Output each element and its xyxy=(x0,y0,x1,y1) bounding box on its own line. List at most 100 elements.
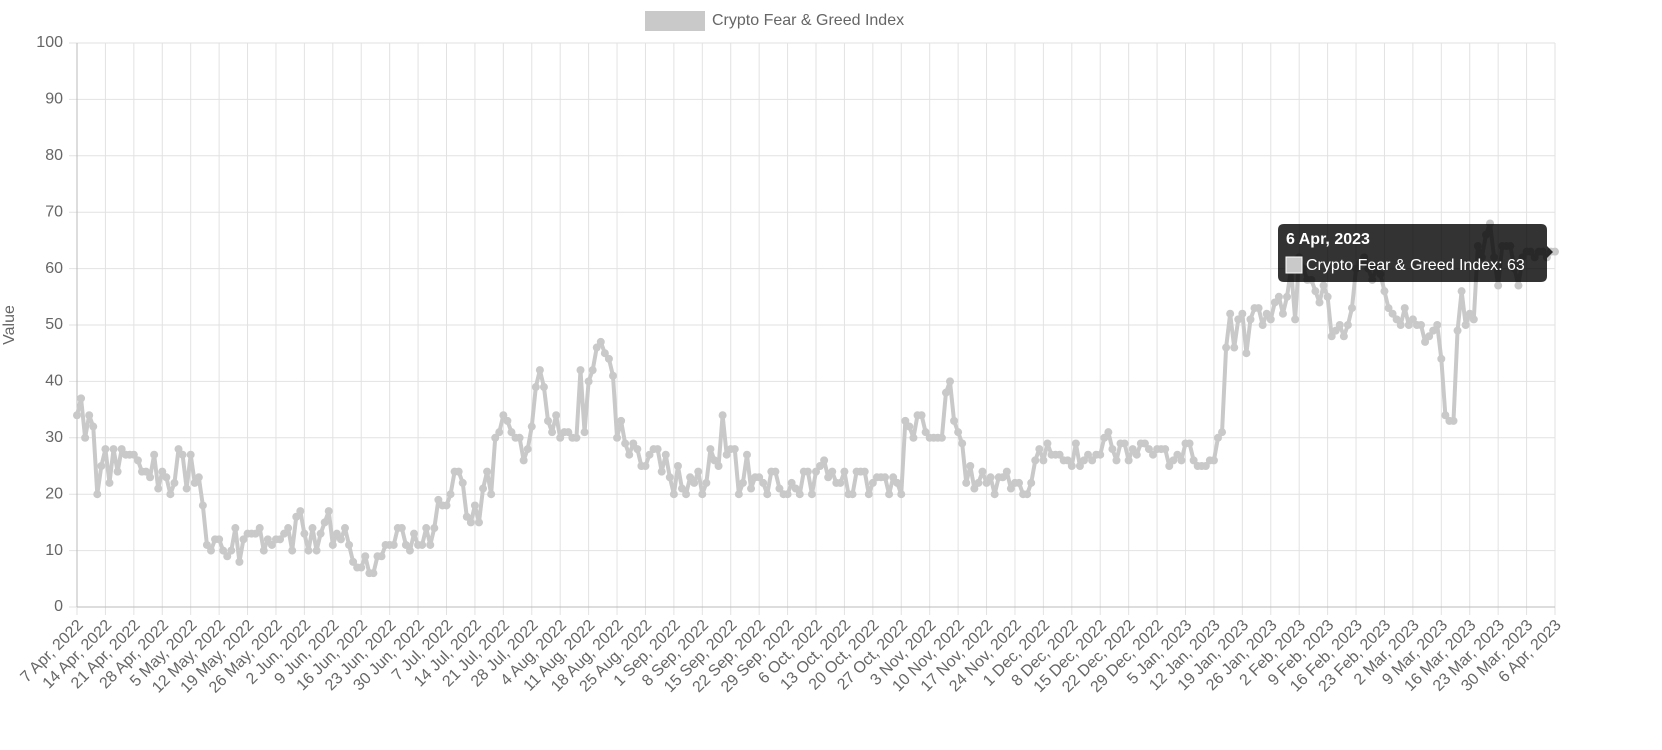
data-point xyxy=(982,478,991,487)
data-point xyxy=(1234,315,1243,324)
data-point xyxy=(154,484,163,493)
data-point xyxy=(202,540,211,549)
data-point xyxy=(142,467,151,476)
data-point xyxy=(158,467,167,476)
data-point xyxy=(1270,298,1279,307)
data-point xyxy=(1096,450,1105,459)
data-point xyxy=(1437,354,1446,363)
data-point xyxy=(1494,281,1503,290)
data-point xyxy=(1339,332,1348,341)
data-point xyxy=(85,411,94,420)
data-point xyxy=(345,540,354,549)
data-point xyxy=(93,490,102,499)
data-point xyxy=(548,428,557,437)
data-point xyxy=(308,524,317,533)
data-point xyxy=(966,462,975,470)
data-point xyxy=(1149,450,1158,459)
data-point xyxy=(539,383,548,392)
data-point xyxy=(661,450,670,459)
data-point xyxy=(1441,411,1450,420)
data-point xyxy=(186,450,195,459)
data-point xyxy=(617,416,626,425)
data-point xyxy=(783,490,792,499)
data-point xyxy=(1343,321,1352,329)
data-point xyxy=(198,501,207,510)
data-point xyxy=(885,490,894,499)
data-point xyxy=(377,552,386,561)
data-point xyxy=(77,394,86,403)
data-point xyxy=(812,467,820,476)
data-point xyxy=(1218,428,1227,437)
data-point xyxy=(1230,343,1239,352)
data-point xyxy=(775,484,784,493)
data-point xyxy=(584,377,593,386)
data-point xyxy=(150,450,159,459)
y-tick-label: 50 xyxy=(45,316,63,333)
data-point xyxy=(1380,287,1389,296)
data-point xyxy=(182,484,191,493)
data-point xyxy=(682,490,691,499)
data-point xyxy=(316,529,325,538)
data-point xyxy=(320,518,329,527)
y-tick-label: 70 xyxy=(45,203,63,220)
y-axis-label: Value xyxy=(1,305,18,345)
data-point xyxy=(446,490,455,499)
data-point xyxy=(1311,287,1320,296)
data-point xyxy=(215,535,224,544)
data-point xyxy=(422,524,431,533)
data-point xyxy=(730,445,739,454)
data-point xyxy=(1323,292,1332,301)
data-point xyxy=(1177,456,1186,465)
data-point xyxy=(178,450,187,459)
y-tick-label: 80 xyxy=(45,147,63,164)
data-point xyxy=(1128,445,1137,454)
data-point xyxy=(426,540,435,549)
data-point xyxy=(1417,321,1426,329)
data-point xyxy=(954,428,963,437)
data-point xyxy=(535,366,544,375)
data-point xyxy=(690,478,699,487)
data-point xyxy=(970,484,979,493)
data-point xyxy=(1461,321,1470,329)
data-point xyxy=(771,467,780,476)
data-point xyxy=(803,467,812,476)
legend-item[interactable]: Crypto Fear & Greed Index xyxy=(645,11,904,31)
data-point xyxy=(523,445,532,454)
data-point xyxy=(1002,467,1011,476)
data-point xyxy=(1319,281,1328,290)
y-tick-label: 90 xyxy=(45,91,63,108)
data-point xyxy=(1396,321,1405,329)
data-point xyxy=(1425,332,1434,341)
data-point xyxy=(905,422,914,431)
data-point xyxy=(633,445,642,454)
data-point xyxy=(499,411,508,420)
data-point xyxy=(458,478,467,487)
data-point xyxy=(1165,462,1174,470)
data-point xyxy=(284,524,293,533)
data-point xyxy=(941,388,950,397)
data-point xyxy=(945,377,954,386)
data-point xyxy=(1088,456,1097,465)
data-point xyxy=(401,540,410,549)
y-tick-label: 20 xyxy=(45,485,63,502)
legend[interactable]: Crypto Fear & Greed Index xyxy=(645,11,904,31)
data-point xyxy=(1238,309,1247,318)
data-point xyxy=(860,467,869,476)
data-point xyxy=(710,456,719,465)
data-point xyxy=(1469,315,1478,324)
data-point xyxy=(820,456,829,465)
data-point xyxy=(470,501,479,510)
data-point xyxy=(397,524,406,533)
data-point xyxy=(608,371,617,380)
data-point xyxy=(909,433,918,442)
data-point xyxy=(276,535,285,544)
data-point xyxy=(194,473,203,482)
data-point xyxy=(503,416,512,425)
data-point xyxy=(1079,456,1088,465)
data-point xyxy=(669,490,678,499)
data-point xyxy=(1449,416,1458,425)
data-point xyxy=(1100,433,1109,442)
data-point xyxy=(1433,321,1442,329)
data-point xyxy=(162,473,171,482)
